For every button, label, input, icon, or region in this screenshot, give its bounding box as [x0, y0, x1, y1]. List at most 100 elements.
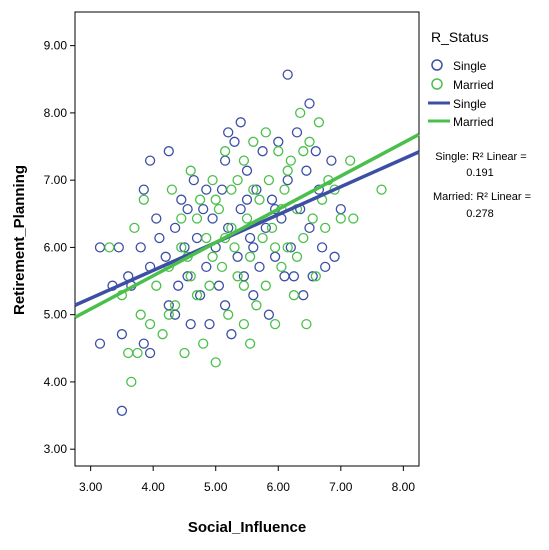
legend-label-marker-single: Single — [453, 59, 487, 73]
point-married — [329, 184, 340, 195]
point-married — [301, 318, 312, 330]
y-axis-title: Retirement_Planning — [11, 165, 28, 315]
point-single — [248, 242, 259, 253]
point-single — [326, 155, 337, 166]
y-tick-label: 6.00 — [44, 240, 68, 254]
point-married — [207, 174, 218, 186]
point-single — [154, 232, 165, 244]
point-single — [260, 222, 271, 234]
point-married — [179, 347, 190, 359]
legend-title: R_Status — [431, 29, 489, 45]
point-married — [269, 318, 281, 330]
point-single — [254, 261, 265, 273]
point-single — [176, 194, 187, 205]
point-married — [376, 184, 387, 195]
point-single — [198, 203, 209, 215]
point-married — [304, 136, 315, 147]
point-married — [210, 194, 221, 205]
fit-line-married — [74, 132, 420, 319]
point-married — [176, 213, 187, 224]
point-single — [182, 271, 193, 282]
point-single — [219, 300, 231, 311]
point-single — [179, 242, 190, 253]
point-married — [229, 242, 240, 253]
point-married — [291, 251, 303, 262]
point-single — [263, 309, 275, 320]
point-married — [104, 242, 115, 253]
point-single — [163, 146, 174, 157]
point-married — [313, 117, 325, 128]
point-married — [238, 280, 250, 291]
point-single — [160, 251, 171, 262]
point-married — [163, 309, 174, 320]
point-married — [260, 280, 271, 291]
point-married — [282, 165, 293, 176]
point-single — [116, 405, 128, 416]
point-married — [135, 309, 146, 320]
point-single — [201, 184, 212, 195]
y-tick-label: 8.00 — [44, 106, 68, 120]
point-married — [213, 203, 225, 215]
point-single — [194, 290, 206, 301]
point-single — [241, 165, 253, 176]
point-single — [257, 146, 268, 157]
data-points — [94, 69, 387, 416]
point-married — [257, 232, 268, 244]
point-single — [207, 213, 218, 224]
point-married — [251, 300, 262, 311]
point-married — [169, 300, 181, 311]
point-single — [310, 146, 321, 157]
point-married — [248, 184, 259, 195]
x-axis-title: Social_Influence — [188, 519, 306, 536]
r2-married-value: 0.278 — [466, 208, 494, 220]
point-single — [151, 213, 162, 224]
point-married — [232, 271, 243, 282]
point-married — [244, 338, 256, 349]
y-tick-label: 5.00 — [44, 308, 68, 322]
legend-label-line-single: Single — [453, 97, 487, 111]
point-single — [226, 329, 237, 340]
point-single — [182, 203, 193, 215]
point-married — [151, 280, 162, 291]
point-married — [144, 318, 156, 330]
legend-label-marker-married: Married — [453, 78, 494, 92]
point-married — [298, 146, 309, 157]
point-single — [291, 127, 303, 138]
point-married — [244, 251, 256, 262]
y-tick-label: 3.00 — [44, 442, 68, 456]
point-single — [229, 136, 240, 147]
point-married — [279, 184, 290, 195]
point-married — [232, 174, 243, 186]
point-single — [248, 290, 259, 301]
x-tick-label: 6.00 — [267, 480, 291, 494]
point-single — [144, 155, 156, 166]
point-single — [173, 280, 184, 291]
point-single — [307, 271, 318, 282]
point-single — [251, 184, 262, 195]
point-married — [216, 261, 228, 273]
point-married — [138, 194, 149, 205]
axis-ticks: 3.00 4.00 5.00 6.00 7.00 8.00 3.00 4.00 5.00 6.00… — [44, 39, 416, 494]
point-single — [188, 174, 199, 186]
point-married — [260, 127, 271, 138]
point-married — [298, 232, 309, 244]
point-married — [335, 213, 346, 224]
x-tick-label: 7.00 — [329, 480, 353, 494]
point-single — [329, 251, 340, 262]
point-married — [166, 184, 178, 195]
x-tick-label: 3.00 — [79, 480, 103, 494]
legend-marker-married — [431, 78, 443, 90]
point-single — [94, 338, 106, 349]
point-married — [185, 271, 196, 282]
point-married — [248, 136, 259, 147]
point-married — [204, 280, 215, 291]
point-married — [191, 213, 203, 224]
point-single — [244, 232, 256, 244]
y-tick-label: 7.00 — [44, 173, 68, 187]
point-married — [288, 290, 300, 301]
point-single — [304, 98, 315, 109]
point-single — [285, 242, 296, 253]
point-single — [235, 203, 246, 215]
point-single — [185, 318, 196, 330]
point-single — [204, 318, 215, 330]
